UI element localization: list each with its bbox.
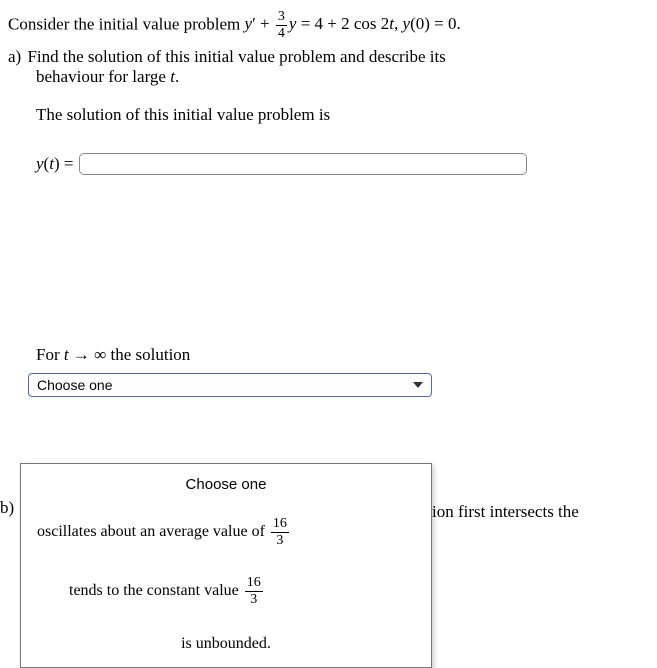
opt2-text: tends to the constant value [69,582,243,599]
dropdown-option-tends[interactable]: tends to the constant value 163 [21,562,431,621]
part-a-text1: Find the solution of this initial value … [27,47,445,66]
eq-frac: 34 [276,10,287,41]
part-a-label: a) [8,47,21,67]
dropdown-option-unbounded[interactable]: is unbounded. [21,621,431,667]
part-b-label: b) [0,498,14,518]
solution-behaviour-select[interactable]: Choose one [28,373,432,397]
part-a-text2: behaviour for large [36,67,170,86]
opt1-frac: 163 [271,517,289,548]
opt2-num: 16 [245,576,263,592]
select-box: Choose one [28,373,651,397]
part-b: b) [0,498,14,518]
eq-plus: + [256,14,274,33]
yoft-y: y [36,154,44,173]
dropdown-option-oscillates[interactable]: oscillates about an average value of 163 [21,503,431,562]
problem-statement: Consider the initial value problem y′ + … [8,10,651,41]
opt1-text: oscillates about an average value of [37,523,269,540]
solution-intro: The solution of this initial value probl… [36,105,651,125]
part-a: a) Find the solution of this initial val… [8,47,651,87]
opt1-num: 16 [271,517,289,533]
opt2-den: 3 [245,592,263,607]
asymptotic-line: For t → ∞ the solution [36,345,651,365]
problem-prefix: Consider the initial value problem [8,14,245,33]
dropdown-option-placeholder[interactable]: Choose one [21,464,431,503]
eq-frac-den: 4 [276,26,287,41]
asymp-suffix: the solution [110,345,190,364]
eq-y1: y [245,14,253,33]
equation-row: y(t) = [36,153,651,175]
yoft-close: ) = [54,154,74,173]
solution-input[interactable] [79,153,527,175]
part-b-right-text: ion first intersects the [432,502,579,522]
opt2-frac: 163 [245,576,263,607]
part-a-dot: . [175,67,179,86]
chevron-down-icon [413,382,423,388]
dropdown-panel: Choose one oscillates about an average v… [20,463,432,668]
eq-frac-num: 3 [276,10,287,26]
eq-comma: , [394,14,403,33]
select-placeholder: Choose one [37,377,113,393]
opt1-den: 3 [271,533,289,548]
asymp-arrow: → ∞ [69,345,111,364]
ic-rest: (0) = 0. [410,14,461,33]
asymp-prefix: For [36,345,64,364]
ic-y: y [403,14,411,33]
eq-rhs: = 4 + 2 cos 2 [296,14,389,33]
